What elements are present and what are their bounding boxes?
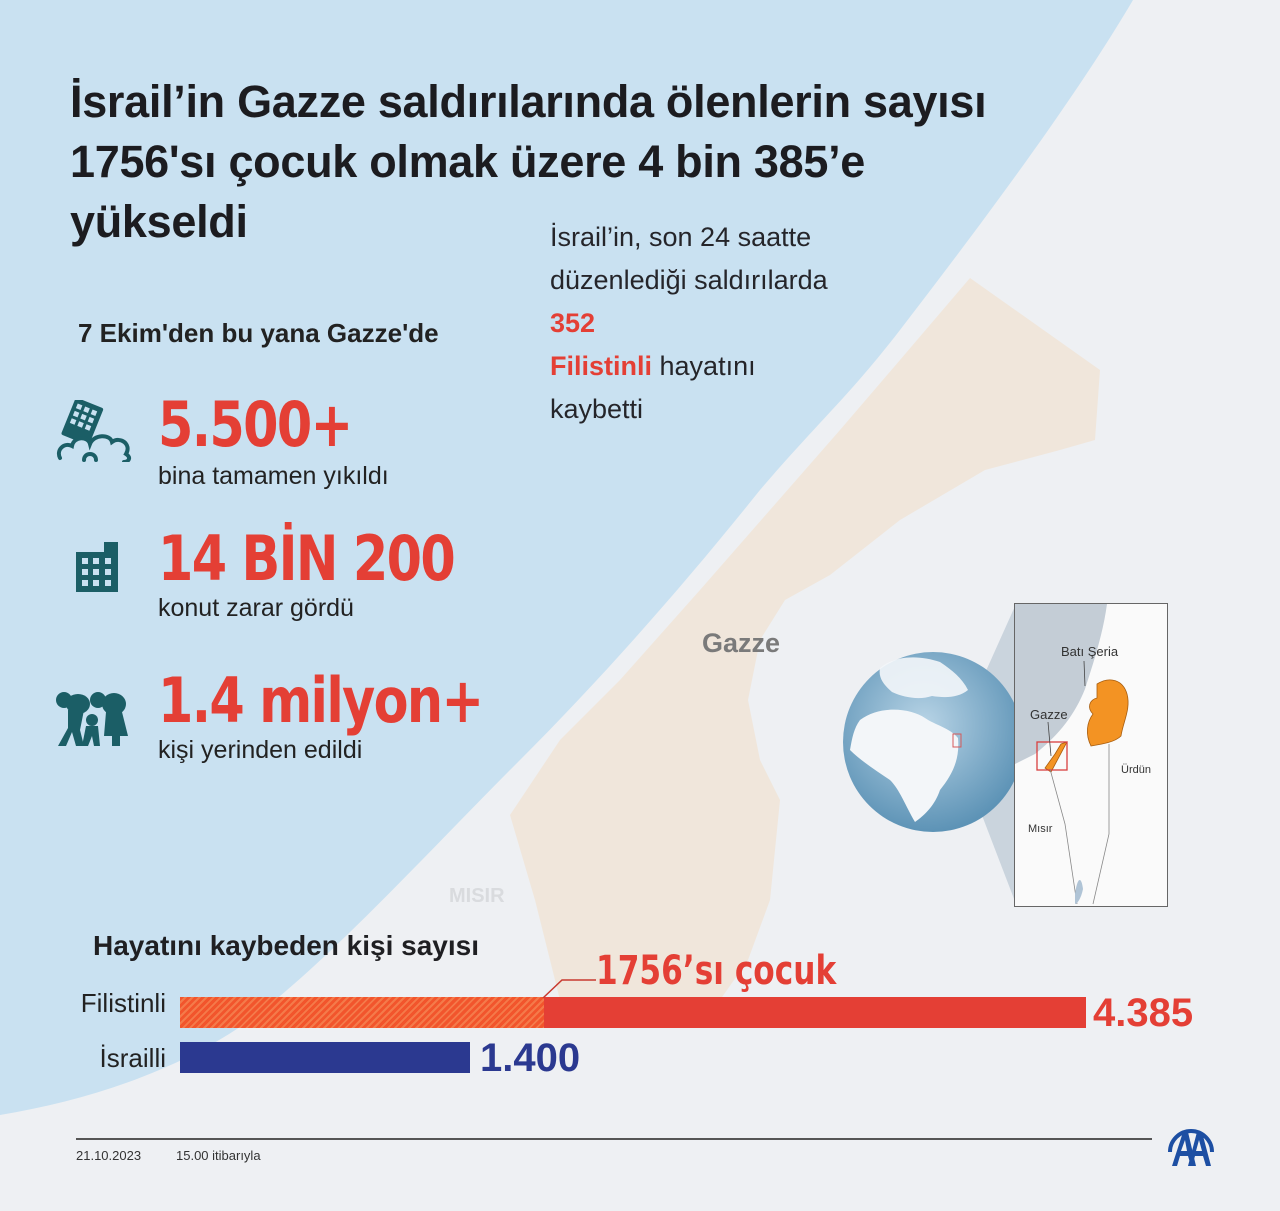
- stat-label-displaced: kişi yerinden edildi: [158, 736, 363, 764]
- footer-date: 21.10.2023: [76, 1148, 142, 1163]
- bar-israeli: [180, 1042, 470, 1073]
- bar-label-palestinian: Filistinli: [80, 988, 166, 1018]
- side-note-text: İsrail’in, son 24 saatte düzenlediği sal…: [550, 222, 828, 295]
- footer-time-note: 15.00 itibarıyla: [176, 1148, 261, 1163]
- stat-label-destroyed-buildings: bina tamamen yıkıldı: [158, 462, 389, 490]
- stats-heading: 7 Ekim'den bu yana Gazze'de: [78, 318, 439, 348]
- side-note-number: 352: [550, 308, 596, 338]
- collapsed-building-icon: [54, 397, 134, 464]
- footer-divider: [76, 1138, 1152, 1140]
- side-note-text-end: hayatını kaybetti: [550, 351, 756, 424]
- stat-value-destroyed-buildings: 5.500+: [158, 388, 353, 461]
- sea-area: [0, 0, 1133, 1115]
- map-label-egypt: MISIR: [449, 885, 505, 907]
- bar-label-israeli: İsrailli: [99, 1043, 166, 1073]
- callout-line: [542, 979, 596, 999]
- building-icon: [74, 540, 120, 594]
- map-label-gaza: Gazze: [702, 628, 781, 658]
- inset-label-egypt: Mısır: [1028, 823, 1053, 835]
- stat-value-displaced: 1.4 milyon+: [158, 664, 484, 737]
- gaza-strip-shape: [510, 278, 1100, 1010]
- stat-value-damaged-homes: 14 BİN 200: [158, 522, 456, 595]
- inset-label-west-bank: Batı Şeria: [1061, 644, 1119, 659]
- displaced-people-icon: [54, 690, 134, 748]
- stat-label-damaged-homes: konut zarar gördü: [158, 594, 354, 622]
- aa-logo-icon: [1168, 1129, 1214, 1166]
- bar-palestinian: [544, 997, 1086, 1028]
- inset-label-gaza: Gazze: [1030, 707, 1068, 722]
- side-note-highlight: Filistinli: [550, 351, 653, 381]
- chart-title: Hayatını kaybeden kişi sayısı: [93, 930, 479, 961]
- bar-palestinian-children: [180, 997, 544, 1028]
- headline-title: İsrail’in Gazze saldırılarında ölenlerin…: [70, 76, 987, 247]
- inset-label-jordan: Ürdün: [1121, 764, 1151, 776]
- side-note: İsrail’in, son 24 saatte düzenlediği sal…: [550, 216, 830, 431]
- globe-locator: [843, 604, 1020, 904]
- bar-value-palestinian: 4.385: [1093, 991, 1194, 1035]
- children-callout: 1756’sı çocuk: [596, 948, 837, 994]
- inset-map: Batı Şeria Gazze Ürdün Mısır: [1014, 603, 1168, 907]
- bar-value-israeli: 1.400: [480, 1036, 581, 1080]
